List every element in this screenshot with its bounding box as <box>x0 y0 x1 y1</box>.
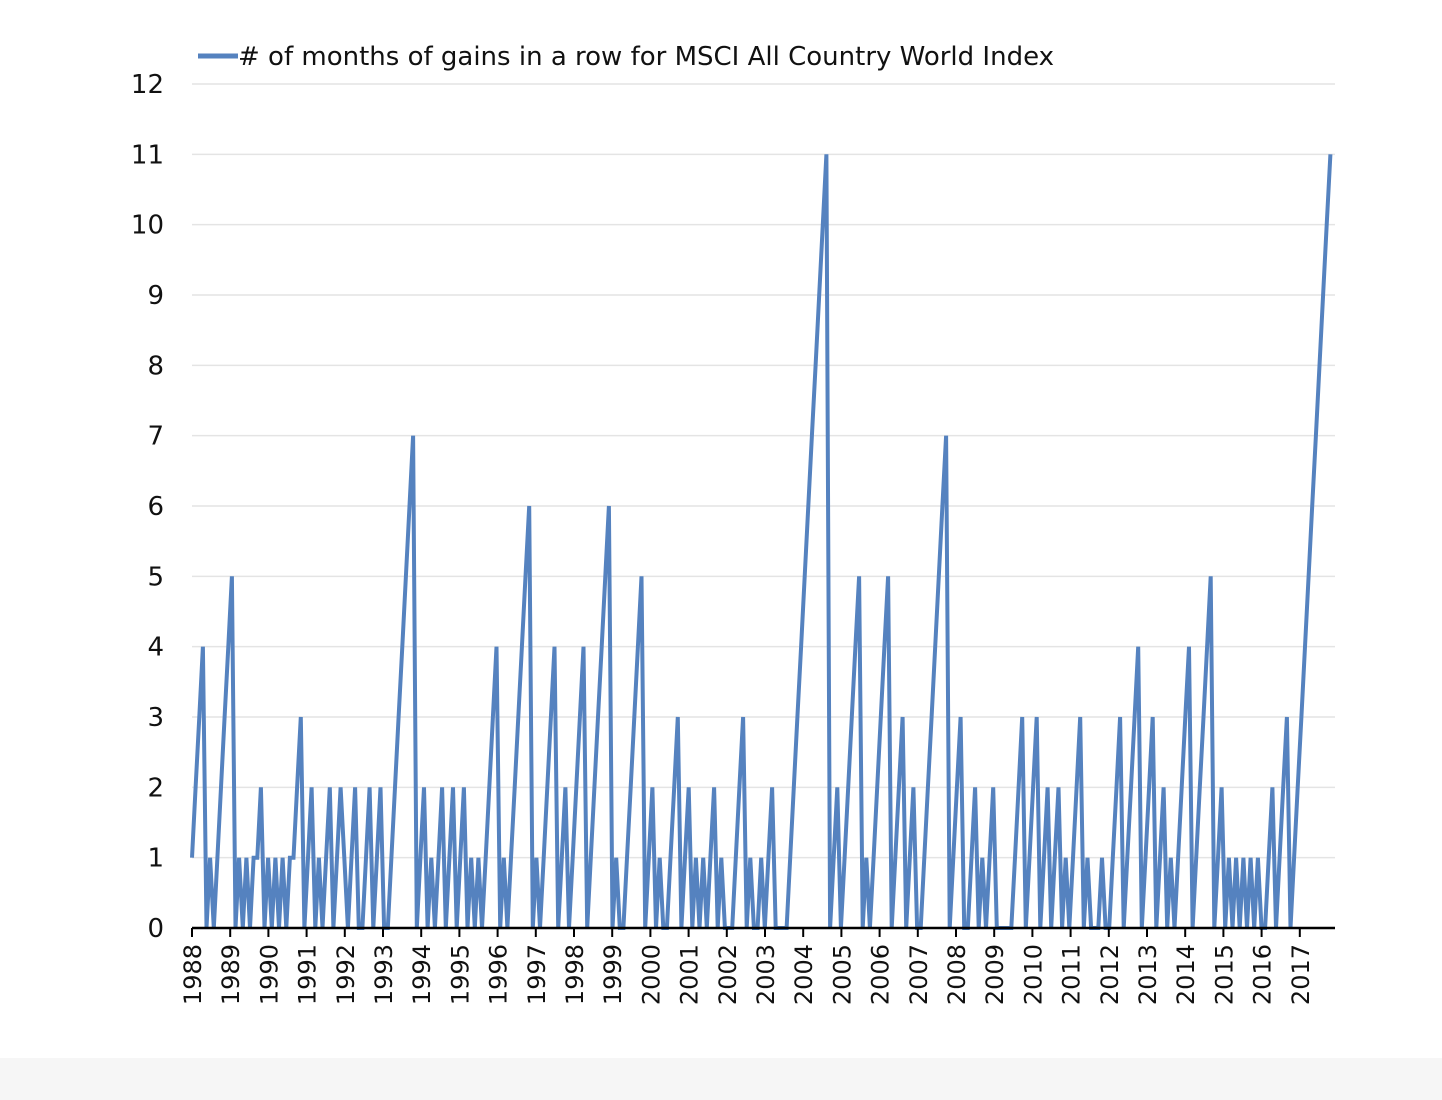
y-tick-label: 7 <box>147 422 164 452</box>
y-tick-label: 11 <box>131 140 164 170</box>
y-tick-label: 4 <box>147 633 164 663</box>
x-tick-label: 2006 <box>867 944 895 1005</box>
y-tick-label: 2 <box>147 773 164 803</box>
x-tick-label: 1990 <box>255 944 283 1005</box>
x-tick-label: 2012 <box>1096 944 1124 1005</box>
x-tick-label: 2002 <box>714 944 742 1005</box>
y-tick-label: 5 <box>147 562 164 592</box>
x-tick-label: 2004 <box>790 944 818 1005</box>
x-tick-label: 2005 <box>828 944 856 1005</box>
x-tick-label: 1997 <box>523 944 551 1005</box>
y-tick-label: 9 <box>147 281 164 311</box>
series-line <box>190 154 1333 930</box>
x-tick-label: 1996 <box>485 944 513 1005</box>
x-tick-label: 1994 <box>408 944 436 1005</box>
y-tick-label: 10 <box>131 211 164 241</box>
x-tick-label: 2013 <box>1134 944 1162 1005</box>
x-tick-label: 2016 <box>1249 944 1277 1005</box>
gridlines <box>192 83 1335 859</box>
x-tick-label: 2010 <box>1019 944 1047 1005</box>
y-tick-label: 8 <box>147 351 164 381</box>
x-tick-label: 1999 <box>599 944 627 1005</box>
bottom-band <box>0 1058 1442 1100</box>
x-tick-label: 1993 <box>370 944 398 1005</box>
x-tick-label: 2001 <box>676 944 704 1005</box>
x-tick-label: 1988 <box>179 944 207 1005</box>
x-tick-label: 2000 <box>637 944 665 1005</box>
x-tick-label: 2014 <box>1172 944 1200 1005</box>
legend: # of months of gains in a row for MSCI A… <box>198 42 1054 72</box>
y-tick-label: 3 <box>147 703 164 733</box>
x-tick-label: 2009 <box>981 944 1009 1005</box>
y-tick-label: 12 <box>131 70 164 100</box>
x-axis: 1988 1989 1990 1991 1992 1993 1994 1995 1996 1997… <box>179 926 1335 1005</box>
x-tick-label: 1991 <box>294 944 322 1005</box>
x-tick-label: 2008 <box>943 944 971 1005</box>
x-tick-label: 2011 <box>1058 944 1086 1005</box>
x-tick-label: 1995 <box>446 944 474 1005</box>
x-tick-label: 2017 <box>1287 944 1315 1005</box>
legend-label: # of months of gains in a row for MSCI A… <box>238 42 1054 72</box>
y-tick-label: 1 <box>147 844 164 874</box>
series-layer <box>190 154 1333 930</box>
x-tick-label: 2003 <box>752 944 780 1005</box>
x-tick-label: 1998 <box>561 944 589 1005</box>
x-tick-label: 2015 <box>1210 944 1238 1005</box>
y-tick-label: 6 <box>147 492 164 522</box>
y-tick-label: 0 <box>147 914 164 944</box>
x-tick-label: 2007 <box>905 944 933 1005</box>
x-tick-label: 1989 <box>217 944 245 1005</box>
x-tick-label: 1992 <box>332 944 360 1005</box>
